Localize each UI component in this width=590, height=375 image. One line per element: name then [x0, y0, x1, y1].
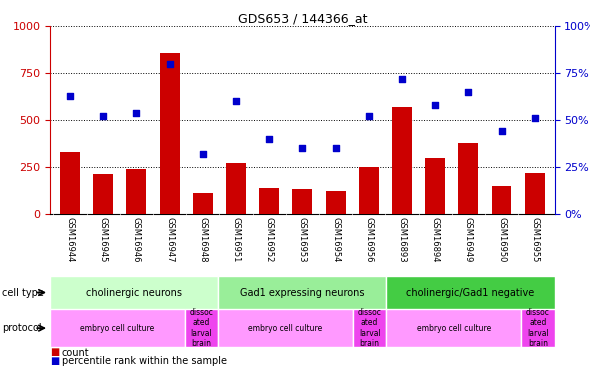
- Text: GSM16893: GSM16893: [398, 217, 407, 262]
- Bar: [50, 276, 218, 309]
- Point: [397, 76, 407, 82]
- Text: GSM16947: GSM16947: [165, 217, 174, 262]
- Bar: [126, 169, 146, 214]
- Text: dissoc
ated
larval
brain: dissoc ated larval brain: [189, 308, 214, 348]
- Text: embryo cell culture: embryo cell culture: [417, 324, 491, 333]
- Text: dissoc
ated
larval
brain: dissoc ated larval brain: [526, 308, 550, 348]
- Text: GSM16952: GSM16952: [265, 217, 274, 262]
- Point: [231, 98, 241, 104]
- Bar: [185, 309, 218, 347]
- Text: GSM16949: GSM16949: [464, 217, 473, 262]
- Bar: [491, 186, 512, 214]
- Text: GSM16948: GSM16948: [198, 217, 207, 262]
- Bar: [392, 107, 412, 214]
- Point: [165, 61, 175, 67]
- Point: [364, 113, 373, 119]
- Text: embryo cell culture: embryo cell culture: [248, 324, 323, 333]
- Bar: [60, 152, 80, 214]
- Bar: [425, 158, 445, 214]
- Text: GSM16944: GSM16944: [65, 217, 74, 262]
- Text: GSM16953: GSM16953: [298, 217, 307, 262]
- Bar: [193, 193, 213, 214]
- Bar: [218, 309, 353, 347]
- Bar: [218, 276, 386, 309]
- Text: ■: ■: [50, 356, 60, 366]
- Text: GSM16945: GSM16945: [99, 217, 108, 262]
- Bar: [326, 191, 346, 214]
- Point: [530, 115, 539, 121]
- Bar: [293, 189, 312, 214]
- Point: [198, 151, 208, 157]
- Bar: [386, 276, 555, 309]
- Bar: [50, 309, 185, 347]
- Text: Gad1 expressing neurons: Gad1 expressing neurons: [240, 288, 365, 297]
- Text: GSM16950: GSM16950: [497, 217, 506, 262]
- Point: [264, 136, 274, 142]
- Text: GSM16946: GSM16946: [132, 217, 141, 262]
- Point: [464, 89, 473, 95]
- Text: cholinergic/Gad1 negative: cholinergic/Gad1 negative: [407, 288, 535, 297]
- Bar: [226, 163, 246, 214]
- Text: cholinergic neurons: cholinergic neurons: [86, 288, 182, 297]
- Text: protocol: protocol: [2, 323, 41, 333]
- Text: percentile rank within the sample: percentile rank within the sample: [62, 356, 227, 366]
- Text: GSM16951: GSM16951: [231, 217, 241, 262]
- Title: GDS653 / 144366_at: GDS653 / 144366_at: [238, 12, 367, 25]
- Point: [99, 113, 108, 119]
- Text: embryo cell culture: embryo cell culture: [80, 324, 155, 333]
- Point: [132, 110, 141, 116]
- Text: cell type: cell type: [2, 288, 44, 297]
- Text: dissoc
ated
larval
brain: dissoc ated larval brain: [358, 308, 382, 348]
- Text: GSM16955: GSM16955: [530, 217, 539, 262]
- Bar: [93, 174, 113, 214]
- Point: [331, 145, 340, 151]
- Point: [497, 128, 506, 134]
- Bar: [386, 309, 521, 347]
- Bar: [458, 144, 478, 214]
- Text: ■: ■: [50, 348, 60, 357]
- Bar: [160, 53, 179, 214]
- Point: [297, 145, 307, 151]
- Bar: [353, 309, 386, 347]
- Bar: [259, 188, 279, 214]
- Point: [65, 93, 75, 99]
- Point: [430, 102, 440, 108]
- Text: GSM16956: GSM16956: [364, 217, 373, 262]
- Text: count: count: [62, 348, 90, 357]
- Text: GSM16954: GSM16954: [331, 217, 340, 262]
- Bar: [521, 309, 555, 347]
- Bar: [525, 173, 545, 214]
- Text: GSM16894: GSM16894: [431, 217, 440, 262]
- Bar: [359, 167, 379, 214]
